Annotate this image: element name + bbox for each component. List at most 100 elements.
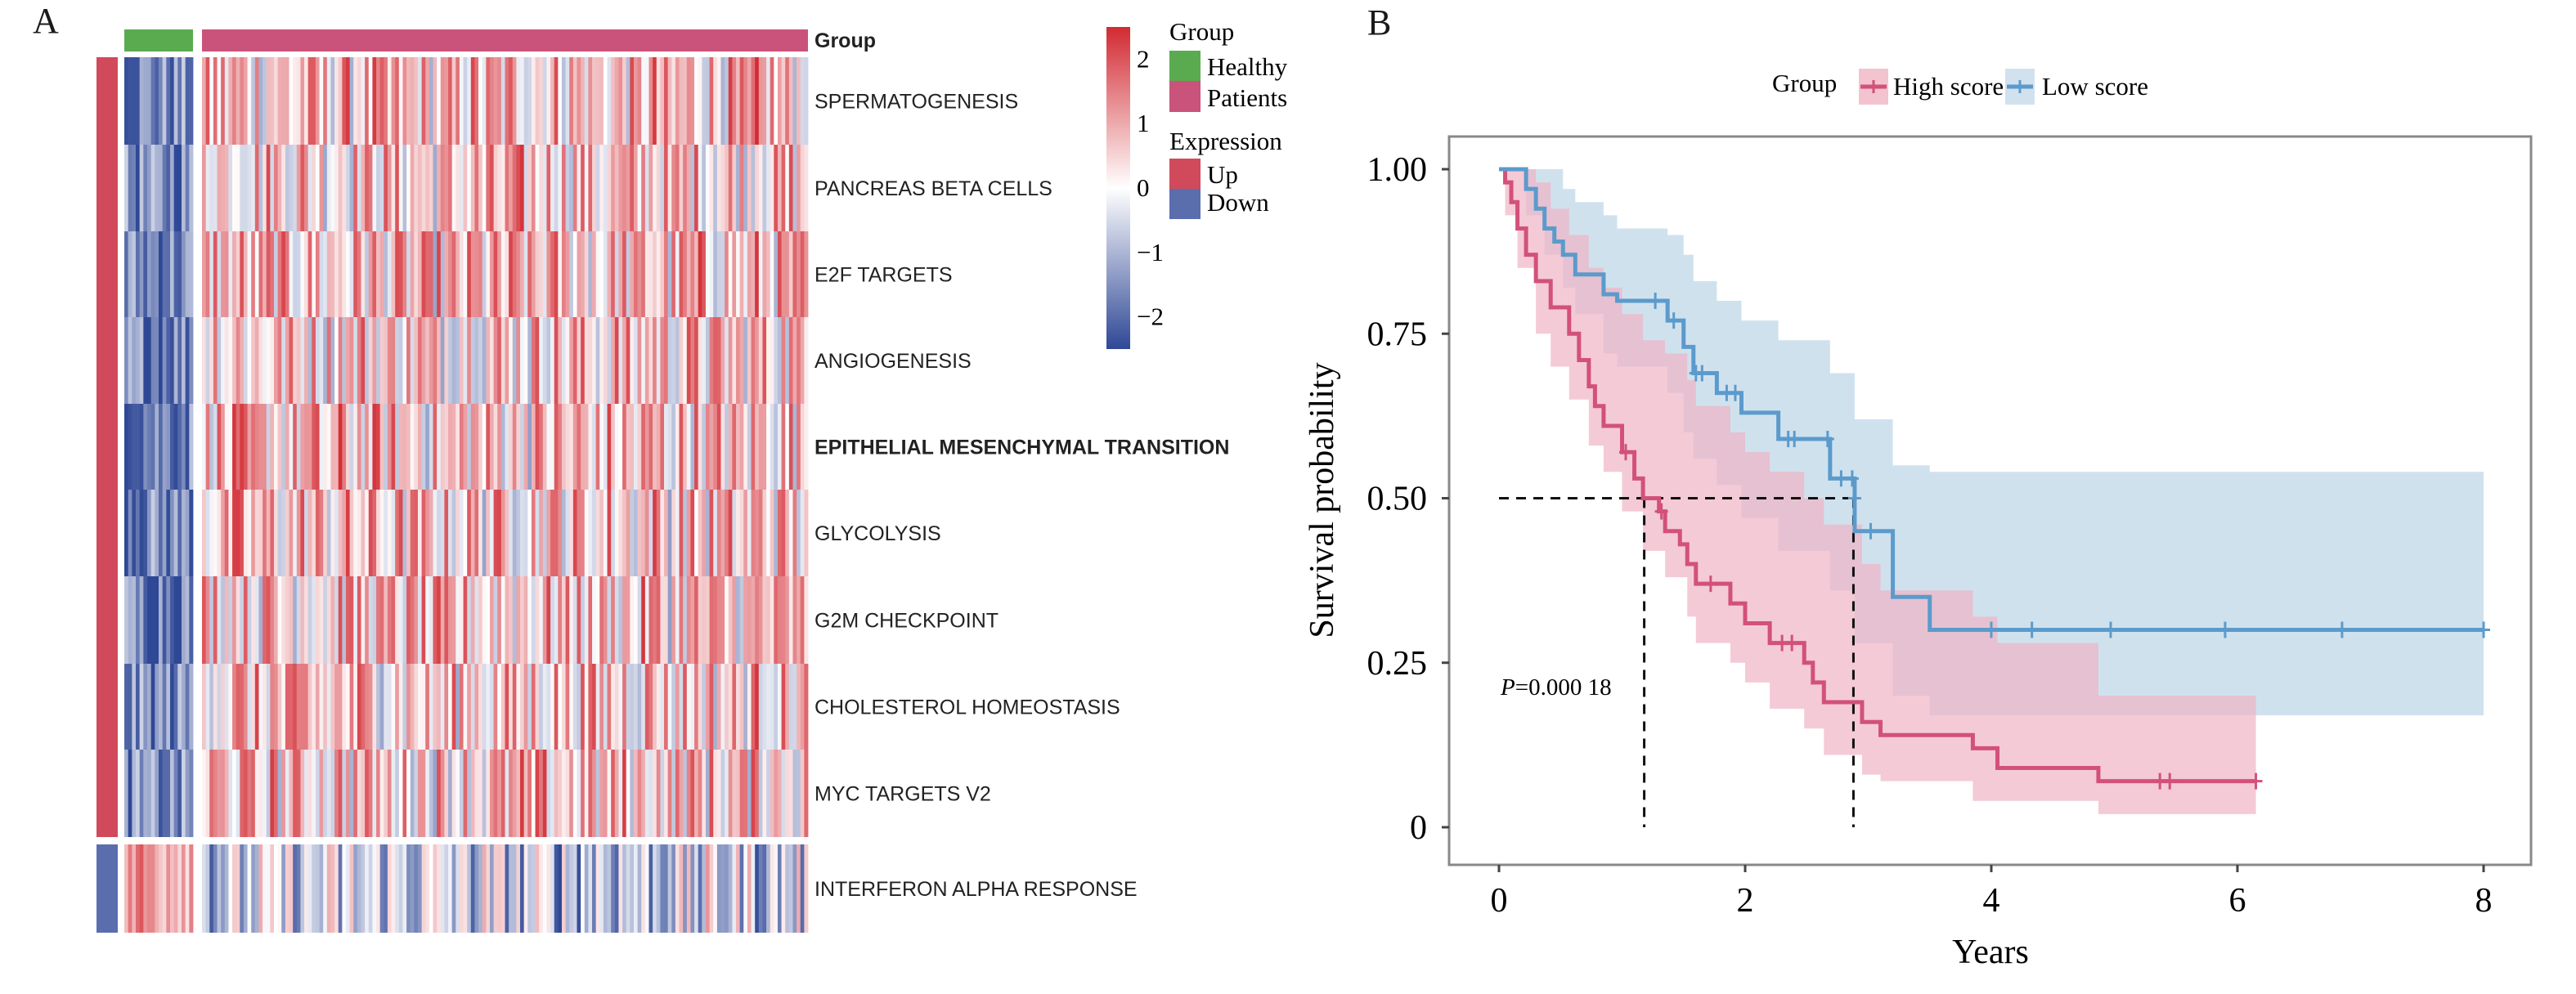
heatmap-cell [345,664,351,750]
heatmap-cell [595,664,600,750]
heatmap-cell [713,145,718,231]
group-bar-healthy [124,29,193,51]
heatmap-cell [709,317,714,404]
heatmap-cell [456,576,460,664]
heatmap-cell [622,490,627,576]
heatmap-cell [349,57,354,145]
heatmap-cell [569,57,574,145]
heatmap-cell [254,576,259,664]
heatmap-cell [315,844,320,933]
heatmap-cell [170,750,175,837]
heatmap-cell [739,317,744,404]
heatmap-cell [758,576,763,664]
heatmap-cell [330,490,335,576]
heatmap-cell [581,844,586,933]
heatmap-cell [581,404,586,490]
x-axis-label: Years [1952,934,2029,971]
heatmap-cell [713,404,718,490]
heatmap-cell [213,145,218,231]
heatmap-cell [240,750,245,837]
heatmap-cell [463,844,468,933]
colorbar [1106,27,1130,349]
km-curves [1499,167,2484,784]
legend-label-down: Down [1207,188,1269,217]
heatmap-cell [474,231,479,317]
heatmap-cell [747,57,752,145]
heatmap-cell [500,57,505,145]
heatmap-cell [500,490,505,576]
heatmap-legend: Group Healthy Patients Expression Up Dow… [1169,17,1288,219]
heatmap-cell [247,576,252,664]
heatmap-cell [236,576,240,664]
heatmap-cell [173,57,178,145]
heatmap-cell [440,844,445,933]
heatmap-cell [690,231,695,317]
heatmap-cell [497,145,502,231]
heatmap-cell [425,490,430,576]
heatmap-cell [535,231,540,317]
heatmap-cell [243,576,248,664]
heatmap-cell [762,576,767,664]
heatmap-cell [361,490,366,576]
heatmap-cell [159,57,164,145]
heatmap-cell [736,57,741,145]
heatmap-cell [387,576,392,664]
heatmap-cell [243,750,248,837]
heatmap-cell [361,317,366,404]
heatmap-cell [444,145,449,231]
heatmap-cell [136,490,141,576]
heatmap-cell [277,750,282,837]
heatmap-cell [626,231,631,317]
heatmap-cell [728,576,733,664]
heatmap-cell [228,231,233,317]
heatmap-cell [713,231,718,317]
heatmap-cell [425,317,430,404]
heatmap-cell [755,231,760,317]
heatmap-cell [626,576,631,664]
heatmap-cell [326,844,331,933]
heatmap-cell [429,404,433,490]
heatmap-cell [577,231,581,317]
heatmap-cell [132,145,137,231]
heatmap-row [124,231,809,317]
heatmap-cell [128,57,132,145]
heatmap-cell [398,57,403,145]
heatmap-cell [170,490,175,576]
expression-bar-up [96,576,118,664]
heatmap-cell [664,750,669,837]
heatmap-cell [679,57,684,145]
heatmap-cell [785,844,790,933]
heatmap-cell [353,231,358,317]
heatmap-cell [433,750,438,837]
heatmap-cell [679,231,684,317]
heatmap-cell [720,576,725,664]
heatmap-cell [770,750,774,837]
heatmap-cell [478,664,483,750]
heatmap-cell [577,490,581,576]
heatmap-cell [702,844,707,933]
heatmap-cell [766,317,771,404]
heatmap-cell [788,664,793,750]
legend-expression-title: Expression [1169,127,1282,155]
heatmap-cell [254,145,259,231]
heatmap-cell [788,490,793,576]
heatmap-cell [232,231,237,317]
heatmap-cell [535,844,540,933]
heatmap-cell [236,750,240,837]
heatmap-cell [611,57,616,145]
heatmap-cell [758,490,763,576]
heatmap-cell [675,490,680,576]
heatmap-cell [633,145,638,231]
heatmap-cell [660,750,665,837]
heatmap-cell [376,576,381,664]
heatmap-cell [520,145,525,231]
heatmap-cell [128,145,132,231]
heatmap-cell [705,317,710,404]
heatmap-cell [189,145,194,231]
heatmap-cell [170,145,175,231]
heatmap-cell [440,404,445,490]
heatmap-cell [497,750,502,837]
heatmap-cell [205,844,210,933]
heatmap-cell [323,664,328,750]
heatmap-cell [251,317,256,404]
